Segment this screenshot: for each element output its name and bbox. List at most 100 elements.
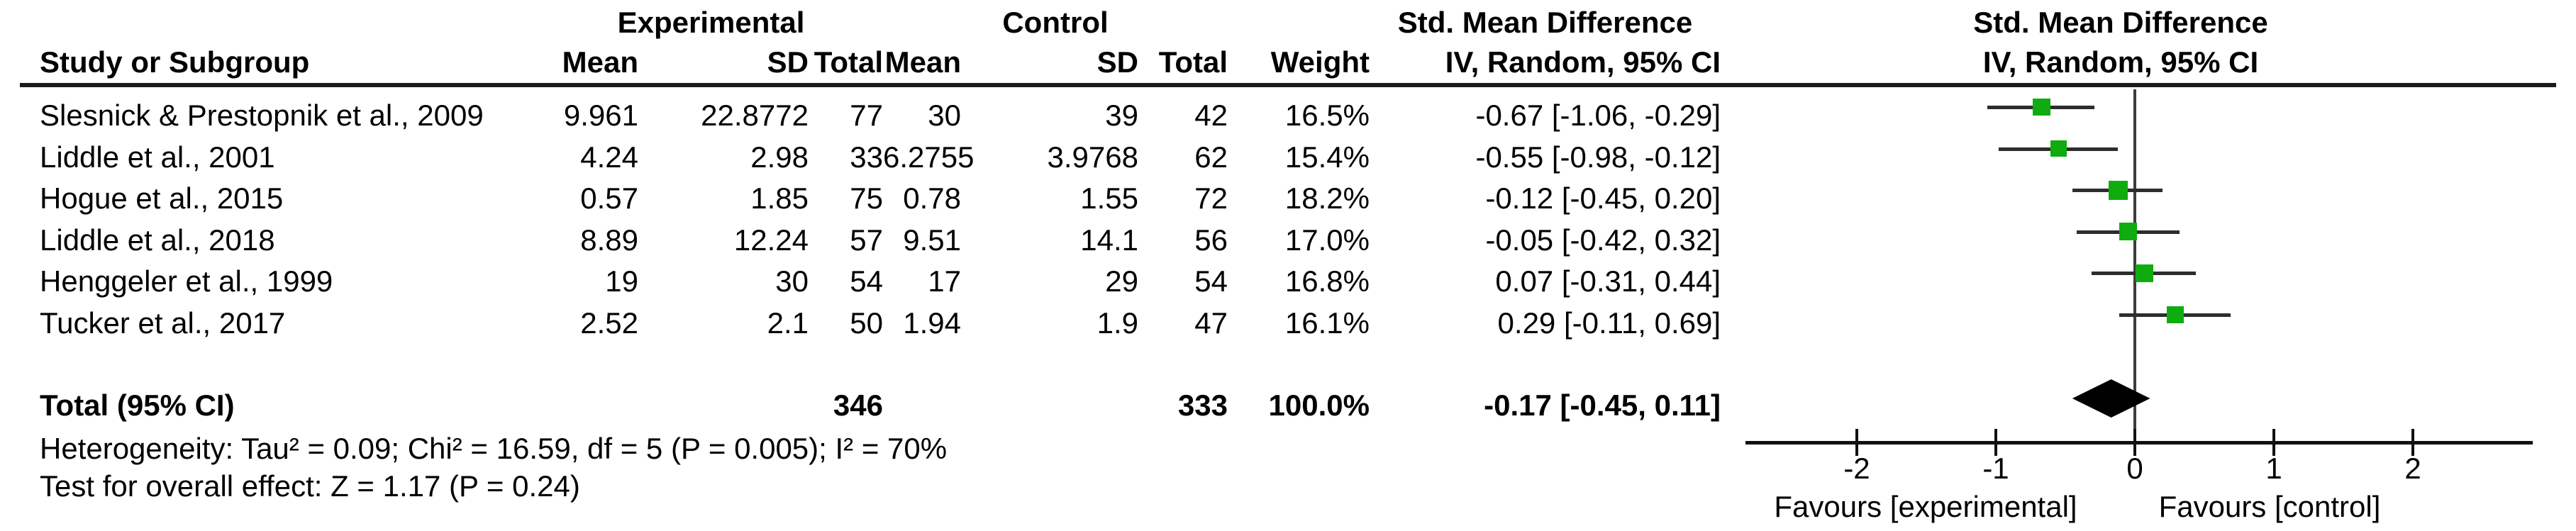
weight-value: 16.1% bbox=[1284, 306, 1370, 340]
study-label: Tucker et al., 2017 bbox=[40, 306, 286, 340]
study-label: Hogue et al., 2015 bbox=[40, 181, 284, 216]
total-row: Total (95% CI) 346 333 100.0% -0.17 [-0.… bbox=[40, 385, 1721, 427]
weight-value: 17.0% bbox=[1284, 223, 1370, 257]
total-exp-value: 77 bbox=[850, 99, 883, 133]
favours-control-label: Favours [control] bbox=[2158, 490, 2381, 523]
ci-value: 0.07 [-0.31, 0.44] bbox=[1495, 264, 1721, 298]
table-row: Tucker et al., 2017 2.52 2.1 50 1.94 1.9… bbox=[40, 303, 1721, 345]
total-ctl-value: 72 bbox=[1194, 181, 1228, 216]
total-exp-value: 54 bbox=[850, 264, 883, 298]
mean-exp-value: 8.89 bbox=[580, 223, 638, 257]
sd-exp-value: 1.85 bbox=[750, 181, 809, 216]
sd-exp-value: 2.1 bbox=[767, 306, 809, 340]
mean-ctl-value: 17 bbox=[928, 264, 961, 298]
total-ctl-value: 56 bbox=[1194, 223, 1228, 257]
zero-line bbox=[2133, 89, 2136, 442]
weight-value: 18.2% bbox=[1284, 181, 1370, 216]
group-header-experimental: Experimental bbox=[617, 6, 805, 39]
total-exp-n: 346 bbox=[833, 389, 883, 423]
sd-ctl-value: 1.55 bbox=[1080, 181, 1138, 216]
mean-exp-value: 9.961 bbox=[563, 99, 638, 133]
pooled-diamond bbox=[2072, 379, 2150, 418]
study-label: Liddle et al., 2001 bbox=[40, 140, 275, 174]
weight-value: 15.4% bbox=[1284, 140, 1370, 174]
study-point-marker bbox=[2109, 180, 2128, 200]
mean-exp-value: 4.24 bbox=[580, 140, 638, 174]
mean-exp-value: 0.57 bbox=[580, 181, 638, 216]
total-ctl-value: 54 bbox=[1194, 264, 1228, 298]
table-row: Liddle et al., 2018 8.89 12.24 57 9.51 1… bbox=[40, 220, 1721, 262]
mean-ctl-value: 9.51 bbox=[903, 223, 961, 257]
axis-tick bbox=[2133, 429, 2136, 456]
column-header-sd-exp: SD bbox=[767, 45, 809, 79]
study-point-marker bbox=[2119, 223, 2137, 241]
total-exp-value: 50 bbox=[850, 306, 883, 340]
header-divider-line bbox=[20, 83, 2556, 87]
ci-value: -0.67 [-1.06, -0.29] bbox=[1475, 99, 1721, 133]
sd-ctl-value: 29 bbox=[1105, 264, 1138, 298]
group-header-control: Control bbox=[1002, 6, 1109, 39]
axis-tick bbox=[1855, 429, 1858, 456]
overall-effect-note: Test for overall effect: Z = 1.17 (P = 0… bbox=[40, 469, 580, 503]
total-exp-value: 75 bbox=[850, 181, 883, 216]
axis-tick-label: 1 bbox=[2265, 452, 2282, 485]
axis-line bbox=[1745, 441, 2533, 445]
study-label: Slesnick & Prestopnik et al., 2009 bbox=[40, 99, 484, 133]
table-row: Hogue et al., 2015 0.57 1.85 75 0.78 1.5… bbox=[40, 178, 1721, 220]
sd-ctl-value: 39 bbox=[1105, 99, 1138, 133]
mean-ctl-value: 0.78 bbox=[903, 181, 961, 216]
column-header-mean-exp: Mean bbox=[562, 45, 638, 79]
total-exp-value: 57 bbox=[850, 223, 883, 257]
column-header-sd-ctl: SD bbox=[1097, 45, 1138, 79]
column-header-total-exp: Total bbox=[814, 45, 883, 79]
ci-value: -0.55 [-0.98, -0.12] bbox=[1475, 140, 1721, 174]
axis-tick-label: 2 bbox=[2404, 452, 2421, 485]
total-ctl-value: 62 bbox=[1194, 140, 1228, 174]
study-point-marker bbox=[2136, 264, 2154, 282]
total-weight: 100.0% bbox=[1268, 389, 1370, 423]
column-header-ci-plot: IV, Random, 95% CI bbox=[1982, 45, 2259, 79]
sd-ctl-value: 14.1 bbox=[1080, 223, 1138, 257]
study-point-marker bbox=[2166, 306, 2184, 323]
column-header-weight: Weight bbox=[1270, 45, 1370, 79]
column-header-row: Study or Subgroup Mean SD Total Mean SD … bbox=[40, 42, 1721, 84]
total-ci: -0.17 [-0.45, 0.11] bbox=[1484, 389, 1721, 423]
axis-tick-label: -2 bbox=[1843, 452, 1870, 485]
column-header-total-ctl: Total bbox=[1158, 45, 1228, 79]
mean-exp-value: 2.52 bbox=[580, 306, 638, 340]
total-ctl-n: 333 bbox=[1177, 389, 1228, 423]
heterogeneity-note: Heterogeneity: Tau² = 0.09; Chi² = 16.59… bbox=[40, 432, 948, 465]
ci-value: -0.12 [-0.45, 0.20] bbox=[1485, 181, 1721, 216]
table-row: Liddle et al., 2001 4.24 2.98 33 6.2755 … bbox=[40, 137, 1721, 179]
study-point-marker bbox=[2050, 140, 2067, 157]
mean-ctl-value: 1.94 bbox=[903, 306, 961, 340]
axis-tick bbox=[2272, 429, 2275, 456]
sd-ctl-value: 3.9768 bbox=[1047, 140, 1138, 174]
axis-tick bbox=[1994, 429, 1997, 456]
mean-exp-value: 19 bbox=[605, 264, 638, 298]
axis-tick-label: 0 bbox=[2126, 452, 2143, 485]
group-header-smd-plot: Std. Mean Difference bbox=[1973, 6, 2268, 39]
study-label: Henggeler et al., 1999 bbox=[40, 264, 333, 298]
sd-exp-value: 2.98 bbox=[750, 140, 809, 174]
column-header-study: Study or Subgroup bbox=[40, 45, 310, 79]
favours-experimental-label: Favours [experimental] bbox=[1774, 490, 2077, 523]
mean-ctl-value: 6.2755 bbox=[883, 140, 975, 174]
sd-ctl-value: 1.9 bbox=[1097, 306, 1138, 340]
column-header-mean-ctl: Mean bbox=[884, 45, 961, 79]
study-label: Liddle et al., 2018 bbox=[40, 223, 275, 257]
total-label: Total (95% CI) bbox=[40, 389, 235, 423]
ci-value: -0.05 [-0.42, 0.32] bbox=[1485, 223, 1721, 257]
table-row: Slesnick & Prestopnik et al., 2009 9.961… bbox=[40, 95, 1721, 137]
study-point-marker bbox=[2033, 98, 2050, 116]
total-exp-value: 33 bbox=[850, 140, 883, 174]
sd-exp-value: 12.24 bbox=[733, 223, 809, 257]
column-header-ci-text: IV, Random, 95% CI bbox=[1445, 45, 1721, 79]
axis-tick-label: -1 bbox=[1982, 452, 2009, 485]
ci-value: 0.29 [-0.11, 0.69] bbox=[1497, 306, 1721, 340]
sd-exp-value: 22.8772 bbox=[701, 99, 809, 133]
weight-value: 16.5% bbox=[1284, 99, 1370, 133]
table-row: Henggeler et al., 1999 19 30 54 17 29 54… bbox=[40, 261, 1721, 303]
